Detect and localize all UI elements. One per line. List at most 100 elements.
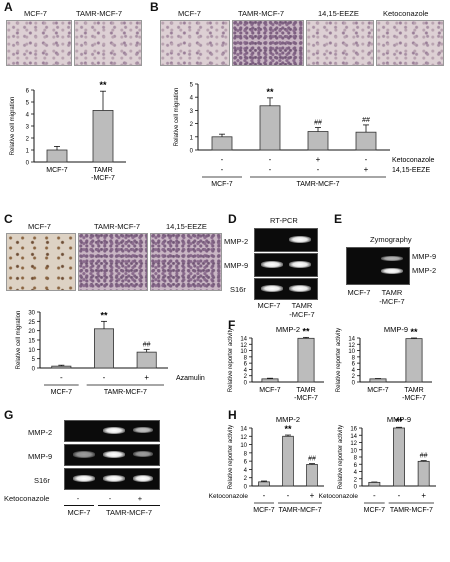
h-mmp-9-ytick-label-8: 16 — [350, 427, 357, 433]
c-ytick-label-6: 30 — [28, 311, 35, 317]
a-ytick-label-2: 2 — [26, 137, 30, 143]
f-mmp-9-ytick-label-6: 12 — [348, 343, 355, 349]
b-ytick-label-2: 2 — [190, 122, 194, 128]
b-group-label-2: TAMR-MCF-7 — [296, 181, 339, 188]
a-ylabel: Relative cell migration — [10, 97, 16, 156]
c-sig-2: ## — [143, 341, 151, 348]
d-gel-mmp9 — [254, 253, 318, 277]
a-bar-1 — [92, 110, 114, 163]
f-mmp-2-ytick-label-2: 4 — [244, 368, 248, 374]
b-micrograph-3 — [306, 20, 374, 66]
h1-row-label: Ketoconazole — [319, 493, 359, 500]
g-treatment-1: - — [76, 494, 80, 503]
f-mmp-2-ytick-label-6: 12 — [240, 343, 247, 349]
h-mmp-2-bar-0 — [258, 481, 270, 487]
c-image-label-1: MCF-7 — [28, 222, 51, 231]
c-ytick-label-4: 20 — [28, 329, 35, 335]
h-mmp-2-sig-1: ** — [284, 424, 292, 434]
h1-row-1: - — [398, 491, 401, 500]
c-micrograph-3 — [150, 233, 222, 291]
b-row2-0: - — [221, 165, 224, 174]
b-row1-label: Ketoconazole — [392, 157, 435, 164]
a-micrograph-tamr — [74, 20, 142, 66]
f-mmp-9-ytick-label-3: 6 — [352, 362, 356, 368]
h-mmp-9-sig-2: ## — [420, 453, 428, 460]
a-xtick-label-0: MCF-7 — [46, 167, 67, 174]
c-row-2: + — [144, 373, 149, 382]
h-mmp-9-ytick-label-7: 14 — [350, 434, 357, 440]
h0-group-label-2: TAMR-MCF-7 — [278, 507, 321, 514]
c-ytick-label-3: 15 — [28, 339, 35, 345]
e-lane-label-tamr: TAMR -MCF-7 — [379, 288, 405, 306]
a-xtick-label-1-line0: TAMR — [93, 167, 112, 174]
h-mmp-9-ytick-label-0: 0 — [354, 485, 358, 491]
h-mmp-2-ylabel: Relative reporter activity — [228, 425, 234, 489]
f-title-mmp9: MMP-9 — [384, 325, 408, 334]
g-treatment-label: Ketoconazole — [4, 494, 50, 503]
h-mmp-9-ytick-label-1: 2 — [354, 477, 358, 483]
d-row-label-s16r: S16r — [230, 285, 246, 294]
h-mmp-9-bar-0 — [368, 481, 381, 487]
g-row-label-mmp2: MMP-2 — [28, 428, 53, 437]
a-ytick-label-1: 1 — [26, 149, 30, 155]
b-bar-3 — [355, 131, 377, 151]
panel-letter-d: D — [228, 212, 237, 226]
b-micrograph-4 — [376, 20, 444, 66]
d-gel-mmp2 — [254, 228, 318, 252]
b-row2-1: - — [269, 165, 272, 174]
d-row-label-mmp2: MMP-2 — [224, 237, 249, 246]
h-mmp-9-sig-1: ** — [395, 416, 403, 426]
f-mmp-9-ytick-label-2: 4 — [352, 368, 356, 374]
f-mmp-9-ytick-label-4: 8 — [352, 355, 356, 361]
h-mmp-2-ytick-label-6: 12 — [240, 435, 247, 441]
e-lane-label-mcf7: MCF-7 — [347, 288, 371, 297]
h-title-mmp2: MMP-2 — [276, 415, 300, 424]
b-micrograph-1 — [160, 20, 230, 66]
g-gel-mmp2 — [64, 420, 160, 442]
f-mmp-9-ytick-label-0: 0 — [352, 381, 356, 387]
a-image-label-mcf7: MCF-7 — [24, 9, 47, 18]
f-mmp-2-bar-1 — [297, 337, 315, 383]
h0-group-label-1: MCF-7 — [253, 507, 274, 514]
e-band-mmp2-tamr — [381, 268, 403, 274]
g-gel-s16r — [64, 468, 160, 490]
e-title: Zymography — [370, 235, 412, 244]
h-mmp-9-ytick-label-6: 12 — [350, 441, 357, 447]
h-mmp-9-ytick-label-4: 8 — [354, 456, 358, 462]
f-mmp-2-sig-1: ** — [302, 326, 310, 336]
e-gel — [346, 247, 410, 285]
g-band-mmp9-1 — [73, 451, 95, 458]
c-ytick-label-5: 25 — [28, 320, 35, 326]
b-image-label-2: TAMR-MCF-7 — [238, 9, 285, 18]
b-ytick-label-3: 3 — [190, 109, 194, 115]
c-image-label-2: TAMR-MCF-7 — [94, 222, 141, 231]
b-row2-2: - — [317, 165, 320, 174]
a-ytick-label-5: 5 — [26, 101, 30, 107]
a-bar-0 — [46, 149, 68, 163]
b-sig-3: ## — [362, 117, 370, 124]
d-gel-s16r — [254, 278, 318, 300]
c-ylabel: Relative cell migration — [16, 311, 22, 370]
d-lane-label-tamr: TAMR -MCF-7 — [289, 301, 315, 319]
f-mmp-2-bar-0 — [261, 378, 279, 383]
c-group-label-1: MCF-7 — [51, 389, 72, 396]
b-ytick-label-1: 1 — [190, 135, 194, 141]
h-mmp-9-ylabel: Relative reporter activity — [338, 425, 344, 489]
f-mmp-9-bar-0 — [369, 378, 387, 383]
d-lane-label-mcf7: MCF-7 — [257, 301, 281, 310]
h-mmp-2-ytick-label-3: 6 — [244, 460, 248, 466]
f-mmp-9-ylabel: Relative reporter activity — [336, 328, 342, 392]
panel-letter-a: A — [4, 0, 13, 14]
f1-xtick-label-0: MCF-7 — [367, 387, 388, 394]
c-ytick-label-1: 5 — [32, 357, 36, 363]
f-mmp-2-ytick-label-4: 8 — [244, 355, 248, 361]
b-group-label-1: MCF-7 — [211, 181, 232, 188]
h0-row-2: + — [310, 491, 315, 500]
b-row2-3: + — [364, 165, 369, 174]
f-mmp-9-sig-1: ** — [410, 327, 418, 337]
a-sig-1: ** — [99, 80, 107, 90]
c-micrograph-1 — [6, 233, 76, 291]
g-band-mmp9-2 — [103, 451, 125, 458]
panel-letter-h: H — [228, 408, 237, 422]
h-mmp-2-bar-1 — [282, 435, 294, 487]
